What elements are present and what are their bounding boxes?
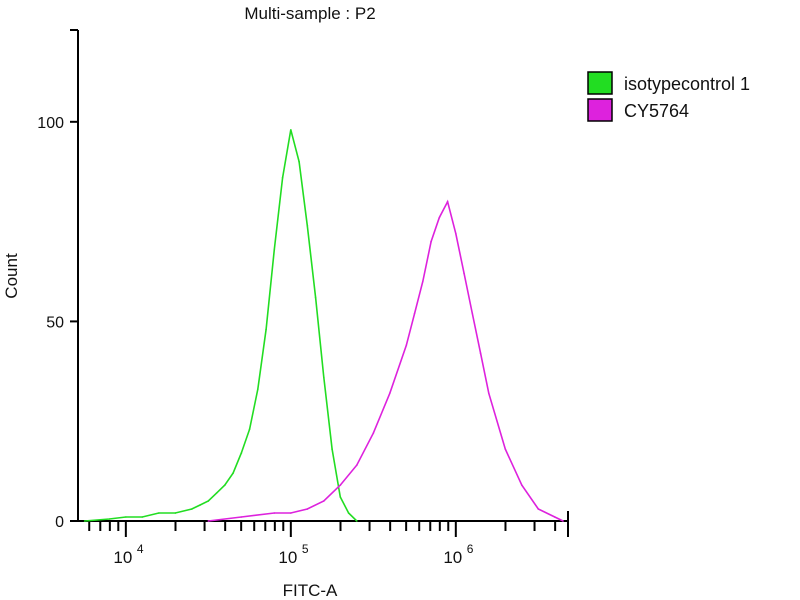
data-point [174, 512, 177, 514]
data-point [83, 520, 86, 522]
x-tick-label: 10 [443, 548, 462, 567]
data-point [537, 508, 540, 510]
legend-swatch [587, 98, 613, 122]
data-point [356, 520, 358, 522]
x-tick-label: 10 [278, 548, 297, 567]
data-point [306, 508, 309, 510]
data-point [405, 344, 408, 347]
data-point [298, 160, 300, 163]
data-point [331, 448, 333, 450]
data-point [554, 516, 556, 518]
data-point [339, 484, 342, 486]
data-point [504, 448, 507, 450]
data-point [108, 518, 111, 520]
data-point [356, 464, 358, 466]
data-point [290, 512, 292, 514]
x-tick-label: 10 [113, 548, 132, 567]
data-point [471, 312, 474, 315]
data-point [488, 392, 490, 395]
series-line-0 [84, 129, 358, 522]
data-point [281, 176, 284, 179]
data-point [232, 472, 234, 474]
data-point [372, 432, 375, 434]
data-point [438, 216, 441, 219]
series-group [83, 128, 564, 522]
data-point [314, 296, 317, 299]
data-point [455, 232, 457, 235]
data-point [323, 376, 325, 379]
data-point [413, 312, 416, 315]
data-point [257, 388, 259, 391]
data-point [215, 492, 218, 494]
data-point [446, 200, 449, 203]
data-point [248, 428, 251, 430]
data-point [158, 512, 160, 514]
ticks: 0 50 100 10 4 10 5 10 6 [37, 29, 569, 567]
y-tick-label: 100 [37, 115, 64, 132]
data-point [562, 520, 564, 522]
y-tick-label: 0 [55, 514, 64, 531]
data-point [323, 500, 325, 502]
data-point [207, 520, 210, 522]
chart-title: Multi-sample : P2 [244, 4, 375, 23]
data-point [199, 504, 201, 506]
legend-swatch [587, 71, 613, 95]
legend-label: isotypecontrol 1 [624, 74, 750, 94]
x-tick-exponent: 4 [137, 542, 144, 556]
data-point [273, 512, 276, 514]
data-point [422, 280, 424, 283]
data-point [347, 512, 350, 514]
x-tick-exponent: 6 [467, 542, 474, 556]
data-point [265, 328, 267, 331]
data-point [141, 516, 144, 518]
data-point [306, 224, 309, 227]
axes [77, 30, 568, 522]
data-point [389, 392, 391, 395]
y-axis-label: Count [2, 253, 21, 299]
data-point [521, 484, 523, 486]
data-point [430, 240, 432, 243]
legend-label: CY5764 [624, 101, 689, 121]
data-point [240, 452, 243, 454]
data-point [240, 516, 243, 518]
data-point [191, 508, 193, 510]
series-line-1 [208, 199, 564, 522]
data-point [207, 500, 210, 502]
legend: isotypecontrol 1 CY5764 [587, 71, 750, 122]
data-point [479, 352, 482, 355]
data-point [224, 484, 226, 486]
data-point [273, 248, 276, 251]
y-tick-label: 50 [46, 314, 64, 331]
x-tick-exponent: 5 [302, 542, 309, 556]
data-point [463, 272, 465, 275]
x-axis-label: FITC-A [283, 581, 338, 600]
data-point [290, 128, 292, 131]
data-point [339, 496, 342, 498]
data-point [125, 516, 127, 518]
